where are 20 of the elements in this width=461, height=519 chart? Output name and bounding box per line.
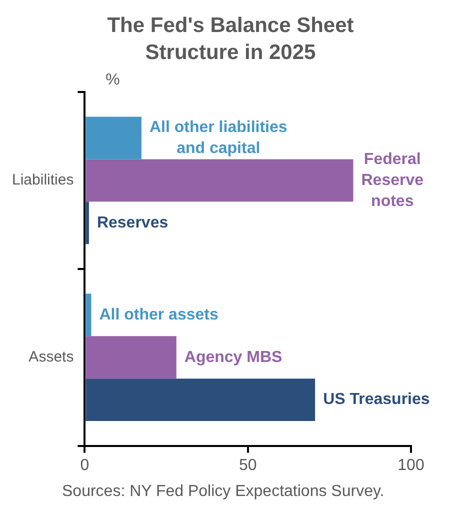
y-tick-label: Liabilities [12,172,74,189]
chart-title: The Fed's Balance Sheet Structure in 2025 [106,13,355,66]
x-axis-title: % [106,71,120,88]
y-tick-label: Assets [28,348,74,366]
bar [86,159,354,202]
x-tick-label: 50 [238,456,257,474]
annotation: Reserves [96,214,168,232]
x-tick-label: 100 [398,456,424,474]
x-tick-label: 0 [80,456,90,474]
annotation: All other liabilities and capital [149,118,288,157]
bar [86,116,142,160]
annotation: All other assets [99,306,218,324]
annotation: US Treasuries [323,391,430,408]
source-note: Sources: NY Fed Policy Expectations Survey. [62,482,386,501]
bar [86,336,176,379]
annotation: Agency MBS [184,348,283,366]
bar [86,294,92,336]
bar [86,202,89,244]
bar [86,378,316,422]
annotation: Federal Reserve notes [361,150,424,210]
